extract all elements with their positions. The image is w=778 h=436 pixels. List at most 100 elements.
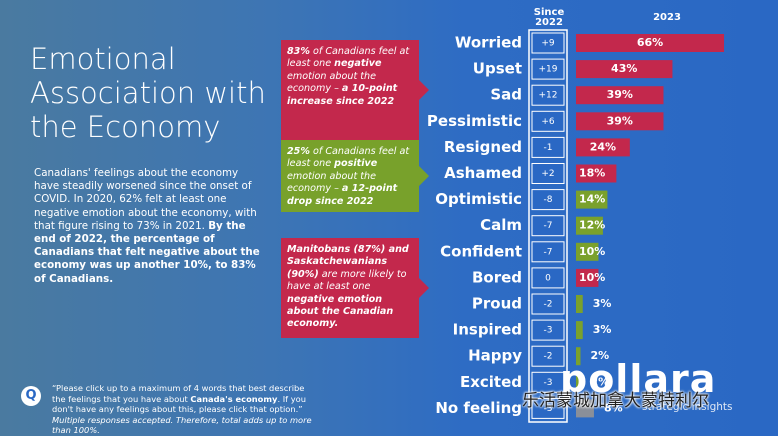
- category-label: Inspired: [453, 321, 522, 339]
- change-cell: [531, 189, 565, 211]
- change-label: -2: [544, 352, 553, 362]
- callout: 25% of Canadians feel at least one posit…: [281, 140, 429, 212]
- bar: [576, 295, 583, 313]
- category-label: Confident: [440, 242, 522, 260]
- q-icon: Q: [21, 386, 41, 406]
- callout: 83% of Canadians feel at least one negat…: [281, 40, 429, 140]
- change-cell: [531, 293, 565, 315]
- intro-bold: By the end of 2022, the percentage of Ca…: [34, 219, 260, 285]
- value-label: 2%: [590, 349, 609, 362]
- bar: [576, 190, 608, 209]
- change-label: 0: [545, 273, 551, 283]
- category-label: Worried: [455, 34, 522, 52]
- value-label: 18%: [579, 167, 605, 180]
- change-cell: [531, 110, 565, 132]
- change-cell: [531, 267, 565, 289]
- value-label: 3%: [593, 323, 612, 336]
- change-cell: [531, 58, 565, 80]
- bar: [576, 242, 599, 261]
- change-label: +6: [541, 117, 555, 127]
- bar: [576, 34, 725, 52]
- change-cell: [531, 84, 565, 106]
- bar: [576, 86, 664, 105]
- intro: Canadians' feelings about the economy ha…: [34, 167, 266, 286]
- bar: [576, 321, 583, 340]
- bar: [576, 373, 581, 392]
- bar: [576, 138, 630, 157]
- category-label: No feeling: [435, 399, 522, 417]
- value-header: 2023: [653, 12, 681, 23]
- bar: [576, 216, 603, 235]
- category-label: Bored: [472, 268, 522, 286]
- category-label: Upset: [473, 60, 522, 78]
- value-label: 2%: [590, 375, 609, 388]
- value-label: 39%: [607, 88, 633, 101]
- t: emotion about the economy –: [287, 170, 377, 195]
- t: 25%: [287, 146, 310, 157]
- change-label: +12: [539, 91, 558, 101]
- change-cell: [531, 319, 565, 341]
- value-label: 8%: [604, 401, 623, 414]
- t: are more likely to have at least one: [287, 268, 407, 293]
- change-label: -3: [544, 404, 553, 414]
- change-cell: [531, 32, 565, 54]
- change-cell: [531, 136, 565, 158]
- change-cell: [531, 215, 565, 237]
- logo-tagline: strategic insights: [642, 401, 733, 413]
- change-cell: [531, 345, 565, 367]
- change-cell: [531, 397, 565, 419]
- bar: [576, 60, 673, 79]
- change-cell: [531, 371, 565, 393]
- change-label: -7: [544, 247, 553, 257]
- value-label: 24%: [590, 140, 616, 153]
- callout: Manitobans (87%) and Saskatchewanians (9…: [281, 238, 429, 338]
- category-label: Happy: [468, 347, 522, 365]
- value-label: 3%: [593, 297, 612, 310]
- bar: [576, 268, 599, 287]
- value-label: 12%: [579, 219, 605, 232]
- value-label: 66%: [637, 36, 663, 49]
- bar: [576, 164, 617, 183]
- t: negative emotion about the Canadian econ…: [287, 293, 394, 330]
- value-label: 39%: [607, 114, 633, 127]
- change-label: +2: [541, 169, 554, 179]
- watermark: 乐活蒙城加拿大蒙特利尔: [522, 391, 709, 411]
- category-label: Ashamed: [444, 164, 522, 182]
- change-cell: [531, 163, 565, 184]
- t: a 10-point increase since 2022: [287, 83, 398, 107]
- t: “Please click up to a maximum of 4 words…: [52, 383, 305, 404]
- category-label: Excited: [460, 373, 522, 391]
- logo: pollara: [560, 357, 717, 401]
- change-label: +19: [539, 65, 558, 75]
- value-label: 43%: [611, 62, 637, 75]
- change-label: -1: [544, 143, 553, 153]
- t: Canada's economy: [190, 393, 278, 404]
- bar: [576, 112, 664, 131]
- bar: [576, 399, 594, 418]
- t: 83%: [287, 46, 310, 57]
- t: Manitobans (87%) and Saskatchewanians (9…: [287, 244, 409, 280]
- t: . If you don't have any feelings about t…: [52, 393, 306, 415]
- t: negative: [334, 58, 382, 70]
- category-label: Calm: [480, 216, 522, 234]
- change-label: -7: [544, 221, 553, 231]
- category-label: Resigned: [444, 138, 522, 156]
- change-label: +9: [541, 39, 555, 49]
- title: Emotional Association with the Economy: [30, 42, 266, 144]
- value-label: 14%: [579, 193, 605, 206]
- t: of Canadians feel at least one: [287, 46, 410, 70]
- t: a 12-point drop since 2022: [287, 183, 398, 207]
- category-label: Pessimistic: [427, 112, 522, 130]
- change-label: -2: [544, 300, 553, 310]
- category-label: Optimistic: [435, 190, 522, 208]
- value-label: 10%: [579, 245, 605, 258]
- change-label: -3: [544, 378, 553, 388]
- category-label: Sad: [490, 86, 522, 104]
- t: emotion about the economy –: [287, 70, 377, 95]
- change-label: -3: [544, 326, 553, 336]
- value-label: 10%: [579, 271, 605, 284]
- t: of Canadians feel at least one: [287, 146, 410, 170]
- intro-text: Canadians' feelings about the economy ha…: [34, 167, 257, 232]
- change-label: -8: [544, 195, 553, 205]
